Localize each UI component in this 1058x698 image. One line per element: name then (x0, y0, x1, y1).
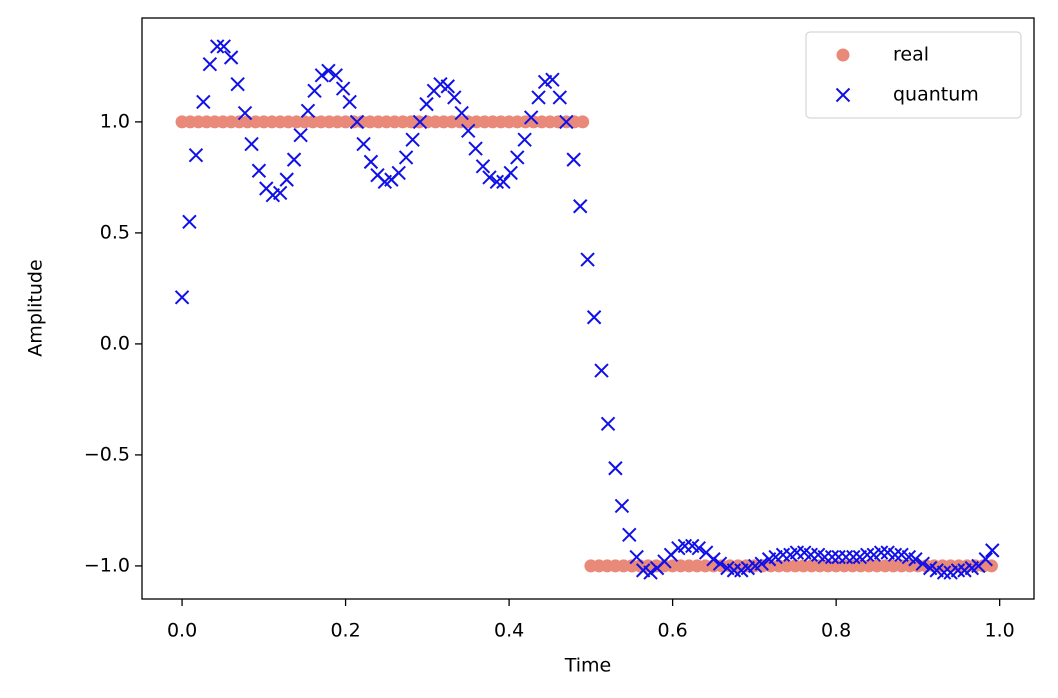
point (202, 56, 218, 72)
point (196, 94, 211, 110)
point (307, 83, 322, 99)
point (398, 150, 414, 165)
point (586, 310, 602, 325)
point (629, 549, 644, 565)
x-tick-label: 0.2 (330, 620, 360, 642)
point (244, 136, 259, 152)
point (356, 136, 371, 152)
legend-label: real (893, 44, 929, 66)
point (300, 103, 316, 119)
plot-frame (141, 17, 1035, 600)
legend: real quantum (805, 31, 1022, 119)
point (293, 128, 308, 143)
point (545, 72, 560, 87)
point (985, 543, 1000, 558)
point (363, 154, 379, 170)
point (510, 150, 525, 165)
x-tick-label: 1.0 (985, 620, 1015, 642)
point (594, 363, 609, 378)
point (447, 90, 462, 105)
series (174, 39, 1000, 580)
point (482, 170, 497, 185)
point (824, 549, 840, 565)
x-tick-label: 0.0 (167, 620, 197, 642)
x-tick-label: 0.8 (821, 620, 851, 642)
point (328, 68, 343, 83)
y-tick-label: 0.0 (100, 332, 130, 354)
point (349, 114, 365, 130)
point (454, 105, 469, 121)
point (272, 185, 288, 201)
point (531, 90, 546, 105)
point (614, 498, 630, 514)
point (314, 68, 330, 83)
point (622, 527, 637, 543)
y-tick-label: 0.5 (100, 221, 130, 243)
point (950, 563, 966, 578)
point (405, 132, 420, 147)
point (860, 547, 875, 563)
point (608, 461, 623, 476)
point (419, 96, 434, 112)
point (461, 123, 476, 138)
x-tick-label: 0.4 (494, 620, 524, 642)
point (978, 552, 993, 567)
point (279, 172, 294, 187)
point (342, 94, 357, 110)
point (523, 110, 539, 125)
point (936, 565, 952, 580)
point (210, 39, 225, 54)
point (643, 565, 658, 580)
point (552, 90, 568, 105)
point (873, 545, 889, 560)
point (321, 63, 336, 79)
point (440, 79, 455, 94)
point (915, 556, 931, 571)
point (216, 39, 231, 54)
point (468, 141, 483, 156)
point (251, 163, 267, 178)
point (887, 547, 903, 563)
y-tick-label: 1.0 (100, 110, 130, 132)
point (391, 165, 406, 181)
point (566, 152, 581, 167)
point (237, 105, 253, 121)
point (230, 76, 245, 92)
point (517, 132, 532, 147)
point (908, 552, 923, 567)
point (489, 174, 505, 190)
point (600, 416, 616, 432)
point (576, 115, 590, 129)
legend-marker (836, 48, 850, 62)
x-tick-label: 0.6 (658, 620, 688, 642)
point (174, 290, 190, 305)
legend-frame (805, 31, 1022, 119)
point (503, 165, 518, 181)
y-tick-label: −0.5 (84, 443, 130, 465)
point (182, 214, 197, 230)
point (706, 552, 721, 567)
point (559, 114, 574, 130)
point (712, 556, 728, 571)
point (846, 549, 861, 565)
point (754, 556, 769, 571)
y-axis-label: Amplitude (25, 259, 47, 356)
point (496, 174, 511, 190)
point (475, 159, 491, 174)
legend-label: quantum (893, 84, 979, 106)
point (188, 147, 204, 163)
legend-marker (835, 87, 851, 103)
point (691, 540, 706, 556)
y-tick-label: −1.0 (84, 554, 130, 576)
point (573, 199, 588, 214)
point (580, 252, 595, 267)
point (335, 81, 351, 96)
x-axis-label: Time (564, 655, 612, 677)
point (223, 50, 239, 65)
point (286, 152, 302, 167)
point (412, 114, 428, 130)
series (175, 115, 998, 573)
